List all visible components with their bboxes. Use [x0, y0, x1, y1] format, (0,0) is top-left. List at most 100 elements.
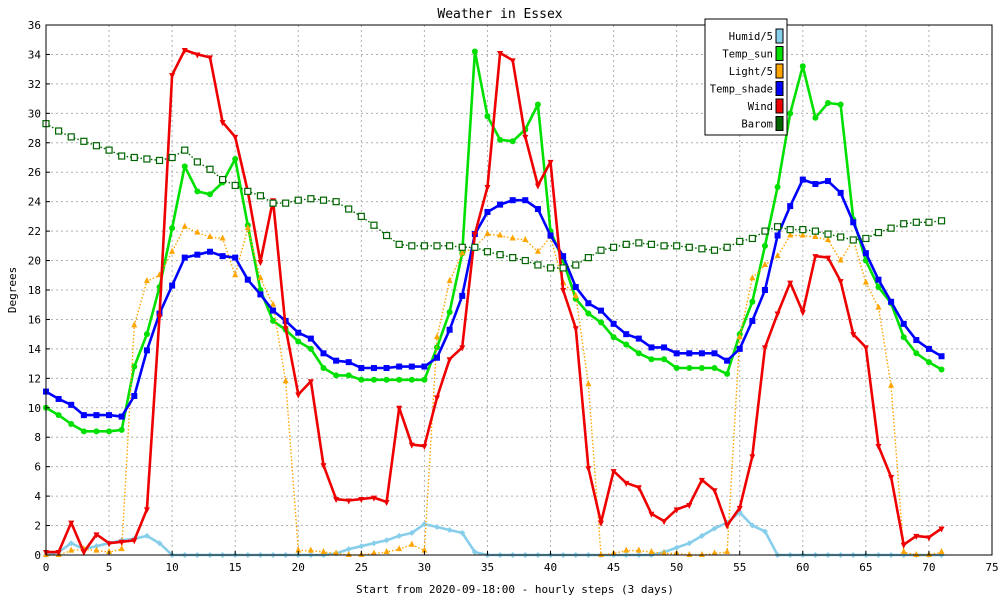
data-point — [193, 158, 201, 166]
data-point — [434, 395, 441, 402]
data-point — [168, 153, 176, 162]
data-point — [509, 197, 516, 204]
data-point — [534, 247, 541, 254]
data-point — [333, 549, 340, 556]
data-point — [509, 234, 516, 241]
data-point — [459, 249, 466, 256]
legend-swatch — [775, 81, 784, 96]
y-tick-label: 36 — [28, 19, 41, 32]
data-point — [698, 365, 705, 372]
data-point — [912, 218, 920, 226]
data-point — [421, 363, 428, 370]
x-tick-label: 60 — [796, 561, 809, 574]
data-point — [685, 243, 693, 251]
data-point — [938, 548, 945, 555]
data-point — [825, 100, 832, 107]
data-point — [370, 495, 377, 502]
chart-title: Weather in Essex — [437, 7, 562, 22]
data-point — [345, 205, 353, 213]
data-point — [925, 359, 932, 366]
data-point — [749, 274, 756, 281]
data-point — [55, 395, 62, 402]
data-point — [572, 326, 579, 333]
data-point — [497, 231, 504, 238]
y-tick-label: 14 — [28, 343, 42, 356]
data-point — [106, 428, 113, 435]
data-point — [270, 300, 277, 307]
legend-label: Humid/5 — [729, 31, 773, 43]
data-point — [673, 242, 681, 250]
x-tick-label: 70 — [922, 561, 935, 574]
data-point — [118, 539, 125, 546]
data-point — [370, 540, 377, 547]
legend-swatch — [775, 116, 784, 131]
data-point — [219, 253, 226, 260]
y-tick-label: 18 — [28, 284, 41, 297]
data-point — [837, 256, 844, 263]
data-point — [270, 307, 277, 314]
data-point — [307, 195, 315, 203]
data-point — [295, 546, 302, 553]
data-point — [774, 252, 781, 259]
data-point — [395, 240, 403, 248]
data-point — [648, 511, 655, 518]
y-tick-label: 0 — [34, 549, 41, 562]
data-point — [559, 264, 567, 272]
data-point — [534, 183, 541, 190]
y-tick-label: 22 — [28, 225, 41, 238]
data-point — [408, 540, 415, 547]
data-point — [218, 175, 227, 184]
data-point — [888, 298, 895, 305]
y-axis-label: Degrees — [6, 267, 19, 313]
data-point — [68, 546, 75, 553]
data-point — [749, 522, 756, 529]
data-point — [787, 110, 794, 117]
data-point — [143, 277, 150, 284]
data-point — [938, 526, 945, 533]
data-point — [194, 251, 201, 258]
data-point — [143, 507, 150, 514]
data-point — [446, 309, 453, 316]
data-point — [434, 354, 441, 361]
data-point — [661, 356, 668, 363]
legend-label: Light/5 — [729, 66, 773, 78]
data-point — [319, 196, 328, 204]
data-point — [938, 353, 945, 360]
data-point — [888, 474, 895, 481]
y-tick-label: 6 — [34, 461, 41, 474]
data-point — [332, 198, 340, 206]
legend-swatch — [775, 28, 784, 44]
data-point — [812, 233, 819, 239]
data-point — [623, 546, 630, 553]
data-point — [421, 546, 428, 553]
data-point — [244, 224, 251, 231]
legend-label: Temp_shade — [710, 84, 773, 96]
x-tick-label: 45 — [607, 561, 620, 574]
data-point — [345, 372, 352, 379]
data-point — [509, 138, 516, 145]
data-point — [80, 412, 87, 419]
data-point — [623, 331, 630, 338]
data-point — [698, 477, 705, 484]
data-point — [206, 55, 213, 62]
data-point — [93, 543, 100, 550]
data-point — [736, 345, 743, 352]
data-point — [585, 380, 592, 387]
data-point — [799, 63, 806, 70]
data-point — [181, 146, 189, 154]
data-point — [459, 292, 466, 299]
data-point — [609, 243, 618, 251]
data-point — [358, 497, 365, 504]
data-point — [497, 201, 504, 208]
data-point — [787, 231, 794, 238]
legend-swatch — [775, 63, 784, 79]
legend-item: Temp_shade — [710, 81, 784, 96]
data-point — [812, 254, 819, 261]
data-point — [131, 363, 138, 370]
x-tick-label: 25 — [355, 561, 368, 574]
data-point — [648, 344, 655, 351]
data-point — [357, 212, 365, 220]
data-point — [711, 350, 718, 357]
data-point — [673, 544, 680, 551]
data-point — [509, 254, 517, 262]
